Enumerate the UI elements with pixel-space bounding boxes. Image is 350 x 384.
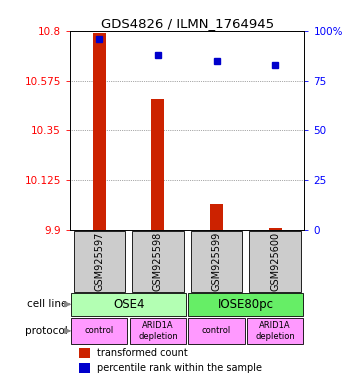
- FancyBboxPatch shape: [188, 293, 303, 316]
- FancyBboxPatch shape: [74, 231, 125, 291]
- FancyBboxPatch shape: [188, 318, 245, 344]
- Text: protocol: protocol: [25, 326, 68, 336]
- Bar: [93, 33, 106, 230]
- Text: control: control: [202, 326, 231, 335]
- Text: OSE4: OSE4: [113, 298, 144, 311]
- Bar: [79, 363, 90, 373]
- Bar: [269, 228, 282, 230]
- Text: GSM925598: GSM925598: [153, 232, 163, 291]
- Text: GSM925600: GSM925600: [270, 232, 280, 291]
- FancyBboxPatch shape: [71, 293, 186, 316]
- Bar: [79, 348, 90, 358]
- Text: ARID1A
depletion: ARID1A depletion: [138, 321, 178, 341]
- Text: ARID1A
depletion: ARID1A depletion: [255, 321, 295, 341]
- FancyBboxPatch shape: [130, 318, 186, 344]
- FancyBboxPatch shape: [247, 318, 303, 344]
- FancyBboxPatch shape: [250, 231, 301, 291]
- Text: control: control: [85, 326, 114, 335]
- Text: GSM925599: GSM925599: [211, 232, 222, 291]
- Text: transformed count: transformed count: [97, 348, 188, 358]
- Text: IOSE80pc: IOSE80pc: [218, 298, 274, 311]
- Bar: [152, 99, 164, 230]
- Text: GSM925597: GSM925597: [94, 232, 104, 291]
- Text: percentile rank within the sample: percentile rank within the sample: [97, 363, 262, 373]
- Title: GDS4826 / ILMN_1764945: GDS4826 / ILMN_1764945: [101, 17, 274, 30]
- Text: cell line: cell line: [27, 299, 68, 310]
- FancyBboxPatch shape: [71, 318, 127, 344]
- FancyBboxPatch shape: [132, 231, 184, 291]
- FancyBboxPatch shape: [191, 231, 242, 291]
- Bar: [210, 204, 223, 230]
